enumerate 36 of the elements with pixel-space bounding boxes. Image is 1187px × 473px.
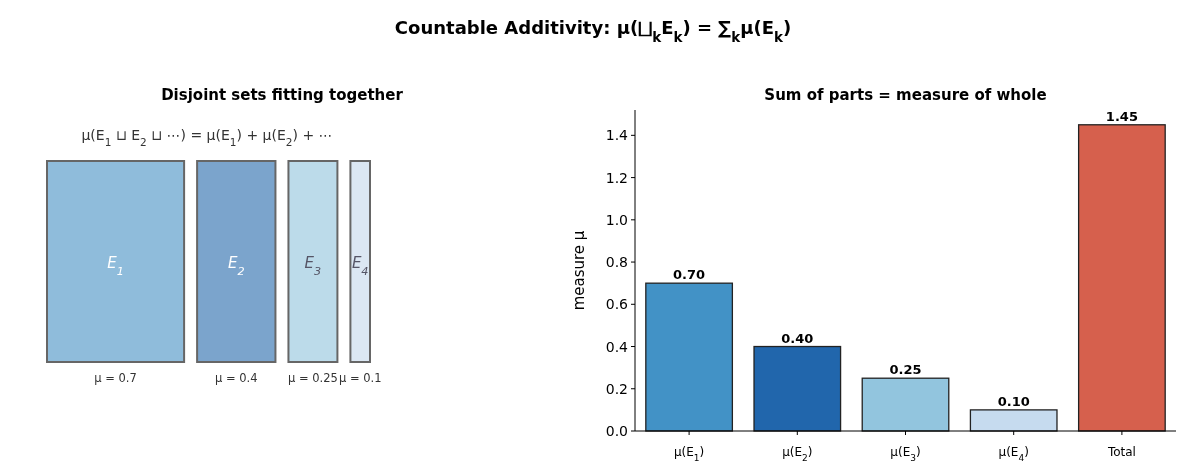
bar — [861, 377, 950, 432]
x-tick-label: μ(E$_{3}$) — [890, 445, 921, 463]
bar — [753, 345, 842, 432]
y-tick-label: 0.8 — [605, 254, 628, 271]
y-tick-label: 0.2 — [605, 380, 628, 397]
y-tick-label: 1.0 — [605, 211, 628, 228]
y-tick-label: 0.0 — [605, 423, 628, 439]
data-label: μ = 0.7 — [94, 371, 137, 385]
data-label: 0.25 — [889, 362, 922, 378]
x-tick-label: Total — [1106, 445, 1136, 459]
y-tick-label: 0.6 — [605, 296, 629, 313]
category-label: E$_{2}$ — [227, 253, 245, 277]
x-tick-label: μ(E$_{4}$) — [998, 445, 1029, 463]
bar — [645, 282, 734, 432]
category-label: E$_{3}$ — [304, 253, 322, 277]
data-label: 0.10 — [997, 393, 1030, 409]
y-tick-label: 0.4 — [605, 338, 629, 355]
x-tick-label: μ(E$_{1}$) — [673, 445, 705, 463]
data-label: 1.45 — [1105, 108, 1138, 124]
x-tick-label: μ(E$_{2}$) — [782, 445, 813, 463]
bar — [969, 409, 1058, 432]
data-label: μ = 0.25 — [287, 371, 338, 385]
bar — [1077, 124, 1166, 432]
chart-title: Sum of parts = measure of whole — [764, 86, 1047, 104]
data-label: μ = 0.1 — [338, 371, 382, 385]
data-label: 0.70 — [673, 267, 706, 283]
category-label: E$_{1}$ — [107, 253, 124, 277]
data-label: 0.40 — [781, 330, 814, 346]
y-axis-title: measure μ — [570, 230, 588, 311]
text: Disjoint sets fitting together — [161, 86, 404, 104]
category-label: E$_{4}$ — [351, 253, 369, 277]
y-tick-label: 1.2 — [605, 169, 628, 186]
text: μ(E$_{1}$ ⊔ E$_{2}$ ⊔ ⋯) = μ(E$_{1}$) + μ(E$_{2}$) + ⋯ — [81, 127, 333, 148]
data-label: μ = 0.4 — [214, 371, 258, 385]
text: Countable Additivity: μ(⨆$_{k}$E$_{k}$) = ∑$_{k}$μ(E$_{k}$) — [394, 17, 792, 45]
y-tick-label: 1.4 — [605, 127, 629, 144]
